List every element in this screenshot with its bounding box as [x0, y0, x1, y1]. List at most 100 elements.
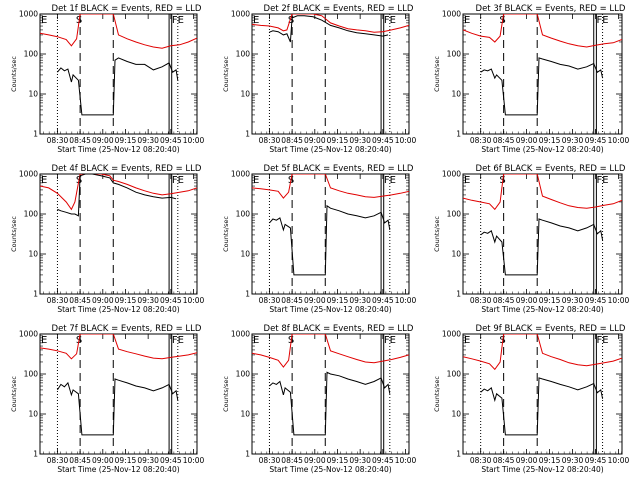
event-marker-label: E — [41, 15, 47, 26]
y-tick-label: 1 — [456, 290, 461, 299]
events-series-line — [57, 174, 177, 217]
events-series-line — [269, 371, 391, 436]
x-tick-label: 09:00 — [304, 136, 326, 145]
panel-title: Det 9f BLACK = Events, RED = LLD — [476, 324, 626, 334]
x-tick-label: 08:30 — [47, 296, 69, 305]
lld-series-line — [40, 174, 197, 211]
x-tick-label: 09:30 — [349, 296, 371, 305]
plot-frame — [251, 13, 410, 135]
y-tick-label: 10 — [451, 250, 461, 259]
panel-5: Det 5f BLACK = Events, RED = LLD 1 10 100 10… — [222, 164, 417, 314]
lld-series-line — [40, 14, 197, 49]
x-tick-label: 08:45 — [493, 136, 515, 145]
y-tick-label: 100 — [24, 210, 39, 219]
x-tick-label: 10:00 — [608, 296, 630, 305]
x-tick-label: 09:30 — [562, 456, 584, 465]
x-tick-label: 08:45 — [281, 456, 303, 465]
y-axis-label: Counts/sec — [10, 376, 18, 412]
y-tick-label: 100 — [24, 370, 39, 379]
plot-frame — [462, 173, 623, 295]
y-tick-label: 1 — [456, 450, 461, 459]
y-axis-label: Counts/sec — [222, 56, 230, 92]
x-tick-label: 09:45 — [372, 136, 394, 145]
x-tick-label: 09:00 — [92, 136, 114, 145]
events-series-line — [480, 218, 604, 276]
y-axis-label: Counts/sec — [433, 376, 441, 412]
y-tick-label: 10 — [28, 410, 38, 419]
y-tick-label: 1 — [245, 450, 250, 459]
y-tick-label: 10 — [28, 90, 38, 99]
x-tick-label: 10:00 — [395, 456, 417, 465]
y-tick-label: 10 — [451, 410, 461, 419]
plot-frame — [39, 13, 198, 135]
events-series-line — [57, 57, 179, 116]
x-axis-label: Start Time (25-Nov-12 08:20:40) — [57, 145, 179, 154]
x-tick-label: 09:45 — [585, 456, 607, 465]
events-series-line — [480, 57, 604, 116]
x-tick-label: 08:30 — [470, 296, 492, 305]
event-marker-label: FE — [597, 175, 609, 186]
x-tick-label: 09:15 — [327, 296, 349, 305]
events-series-line — [480, 377, 604, 436]
event-marker-label: E — [41, 175, 47, 186]
x-tick-label: 08:45 — [69, 456, 91, 465]
panel-title: Det 7f BLACK = Events, RED = LLD — [52, 324, 202, 334]
x-tick-label: 10:00 — [608, 456, 630, 465]
x-tick-label: 09:00 — [516, 456, 538, 465]
y-tick-label: 100 — [24, 50, 39, 59]
y-tick-label: 100 — [447, 370, 462, 379]
y-tick-label: 100 — [447, 50, 462, 59]
x-tick-label: 08:45 — [281, 296, 303, 305]
panel-title: Det 4f BLACK = Events, RED = LLD — [52, 164, 202, 174]
plot-frame — [39, 333, 198, 455]
event-marker-label: FE — [172, 175, 184, 186]
y-tick-label: 1000 — [19, 170, 38, 179]
x-tick-label: 10:00 — [183, 456, 205, 465]
x-tick-label: 10:00 — [183, 136, 205, 145]
panel-title: Det 6f BLACK = Events, RED = LLD — [476, 164, 626, 174]
x-tick-label: 08:30 — [470, 456, 492, 465]
x-axis-label: Start Time (25-Nov-12 08:20:40) — [269, 145, 391, 154]
event-marker-label: FE — [597, 15, 609, 26]
y-tick-label: 1 — [245, 290, 250, 299]
x-tick-label: 08:30 — [259, 296, 281, 305]
x-axis-label: Start Time (25-Nov-12 08:20:40) — [269, 305, 391, 314]
x-tick-label: 10:00 — [395, 136, 417, 145]
x-tick-label: 09:45 — [160, 296, 182, 305]
x-tick-label: 09:00 — [304, 456, 326, 465]
y-tick-label: 1000 — [442, 170, 461, 179]
y-tick-label: 1000 — [19, 10, 38, 19]
y-tick-label: 1000 — [231, 170, 250, 179]
x-tick-label: 09:45 — [585, 296, 607, 305]
x-tick-label: 09:30 — [137, 136, 159, 145]
panel-title: Det 1f BLACK = Events, RED = LLD — [52, 4, 202, 14]
lld-series-line — [463, 334, 622, 371]
events-series-line — [56, 378, 179, 436]
y-tick-label: 1000 — [231, 10, 250, 19]
x-tick-label: 08:45 — [493, 456, 515, 465]
x-tick-label: 10:00 — [395, 296, 417, 305]
event-marker-label: FE — [172, 15, 184, 26]
y-tick-label: 10 — [451, 90, 461, 99]
x-tick-label: 08:30 — [259, 456, 281, 465]
y-axis-label: Counts/sec — [433, 216, 441, 252]
x-tick-label: 08:30 — [47, 136, 69, 145]
x-tick-label: 08:30 — [47, 456, 69, 465]
x-axis-label: Start Time (25-Nov-12 08:20:40) — [481, 465, 603, 474]
x-tick-label: 09:45 — [585, 136, 607, 145]
panel-1: Det 1f BLACK = Events, RED = LLD 1 10 100 10… — [10, 4, 205, 154]
panel-4: Det 4f BLACK = Events, RED = LLD 1 10 100 10… — [10, 164, 205, 314]
y-tick-label: 10 — [240, 250, 250, 259]
y-axis-label: Counts/sec — [222, 376, 230, 412]
x-axis-label: Start Time (25-Nov-12 08:20:40) — [269, 465, 391, 474]
y-tick-label: 1000 — [442, 330, 461, 339]
panel-9: Det 9f BLACK = Events, RED = LLD 1 10 100 10… — [433, 324, 629, 474]
y-tick-label: 10 — [28, 250, 38, 259]
event-marker-label: E — [253, 335, 259, 346]
x-tick-label: 09:15 — [115, 296, 137, 305]
x-tick-label: 08:45 — [281, 136, 303, 145]
x-axis-label: Start Time (25-Nov-12 08:20:40) — [57, 305, 179, 314]
x-tick-label: 08:30 — [259, 136, 281, 145]
y-axis-label: Counts/sec — [433, 56, 441, 92]
